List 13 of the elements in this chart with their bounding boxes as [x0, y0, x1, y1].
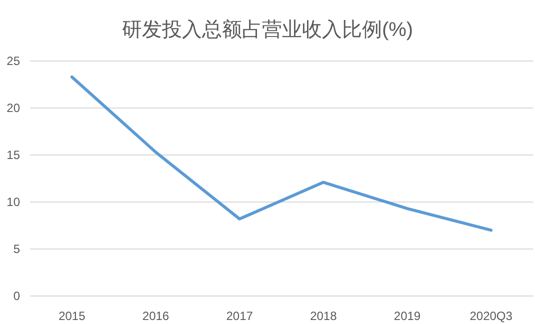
ytick: 25 — [6, 54, 20, 68]
xtick: 2015 — [58, 309, 86, 323]
ytick: 20 — [6, 101, 20, 115]
ytick: 0 — [13, 289, 20, 303]
ytick: 5 — [13, 242, 20, 256]
ytick: 15 — [6, 148, 20, 162]
xtick: 2017 — [226, 309, 253, 323]
xtick: 2020Q3 — [470, 309, 512, 323]
title: 研发投入总额占营业收入比例(%) — [122, 19, 414, 41]
xtick: 2016 — [142, 309, 170, 323]
xtick: 2019 — [394, 309, 421, 323]
ytick: 10 — [6, 195, 20, 209]
xtick: 2018 — [310, 309, 337, 323]
